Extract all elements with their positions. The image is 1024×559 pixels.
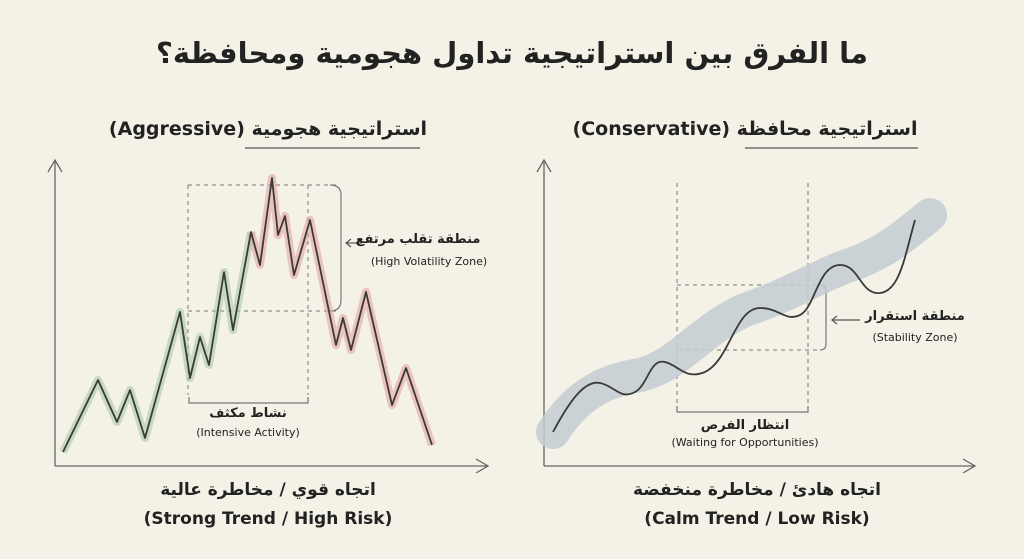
aggressive-caption-ar: اتجاه قوي / مخاطرة عالية [160,480,376,500]
conservative-heading: استراتيجية محافظة (Conservative) [572,118,918,140]
conservative-caption-ar: اتجاه هادئ / مخاطرة منخفضة [632,480,882,500]
activity-bracket [188,397,309,404]
waiting-bracket [676,406,809,413]
activity-label-ar: نشاط مكثف [209,406,287,421]
volatility-bracket [329,184,342,312]
conservative-price-line [552,219,916,433]
volatility-arrow [345,238,362,248]
volatility-label-ar: منطقة تقلب مرتفع [355,232,481,247]
stability-label-ar: منطقة استقرار [865,309,965,324]
stability-label-en: (Stability Zone) [872,331,958,344]
aggressive-heading: استراتيجية هجومية (Aggressive) [108,118,428,140]
aggressive-axes [47,158,490,474]
aggressive-price-line [62,177,433,453]
conservative-caption-en: (Calm Trend / Low Risk) [644,509,870,529]
waiting-label-ar: انتظار الفرص [700,418,790,433]
main-title: ما الفرق بين استراتيجية تداول هجومية ومح… [155,36,869,70]
volatility-label-en: (High Volatility Zone) [370,255,488,268]
conservative-band [536,198,947,449]
stability-arrow [831,315,860,325]
waiting-label-en: (Waiting for Opportunities) [671,436,819,449]
activity-label-en: (Intensive Activity) [196,426,300,439]
aggressive-caption-en: (Strong Trend / High Risk) [143,509,393,529]
